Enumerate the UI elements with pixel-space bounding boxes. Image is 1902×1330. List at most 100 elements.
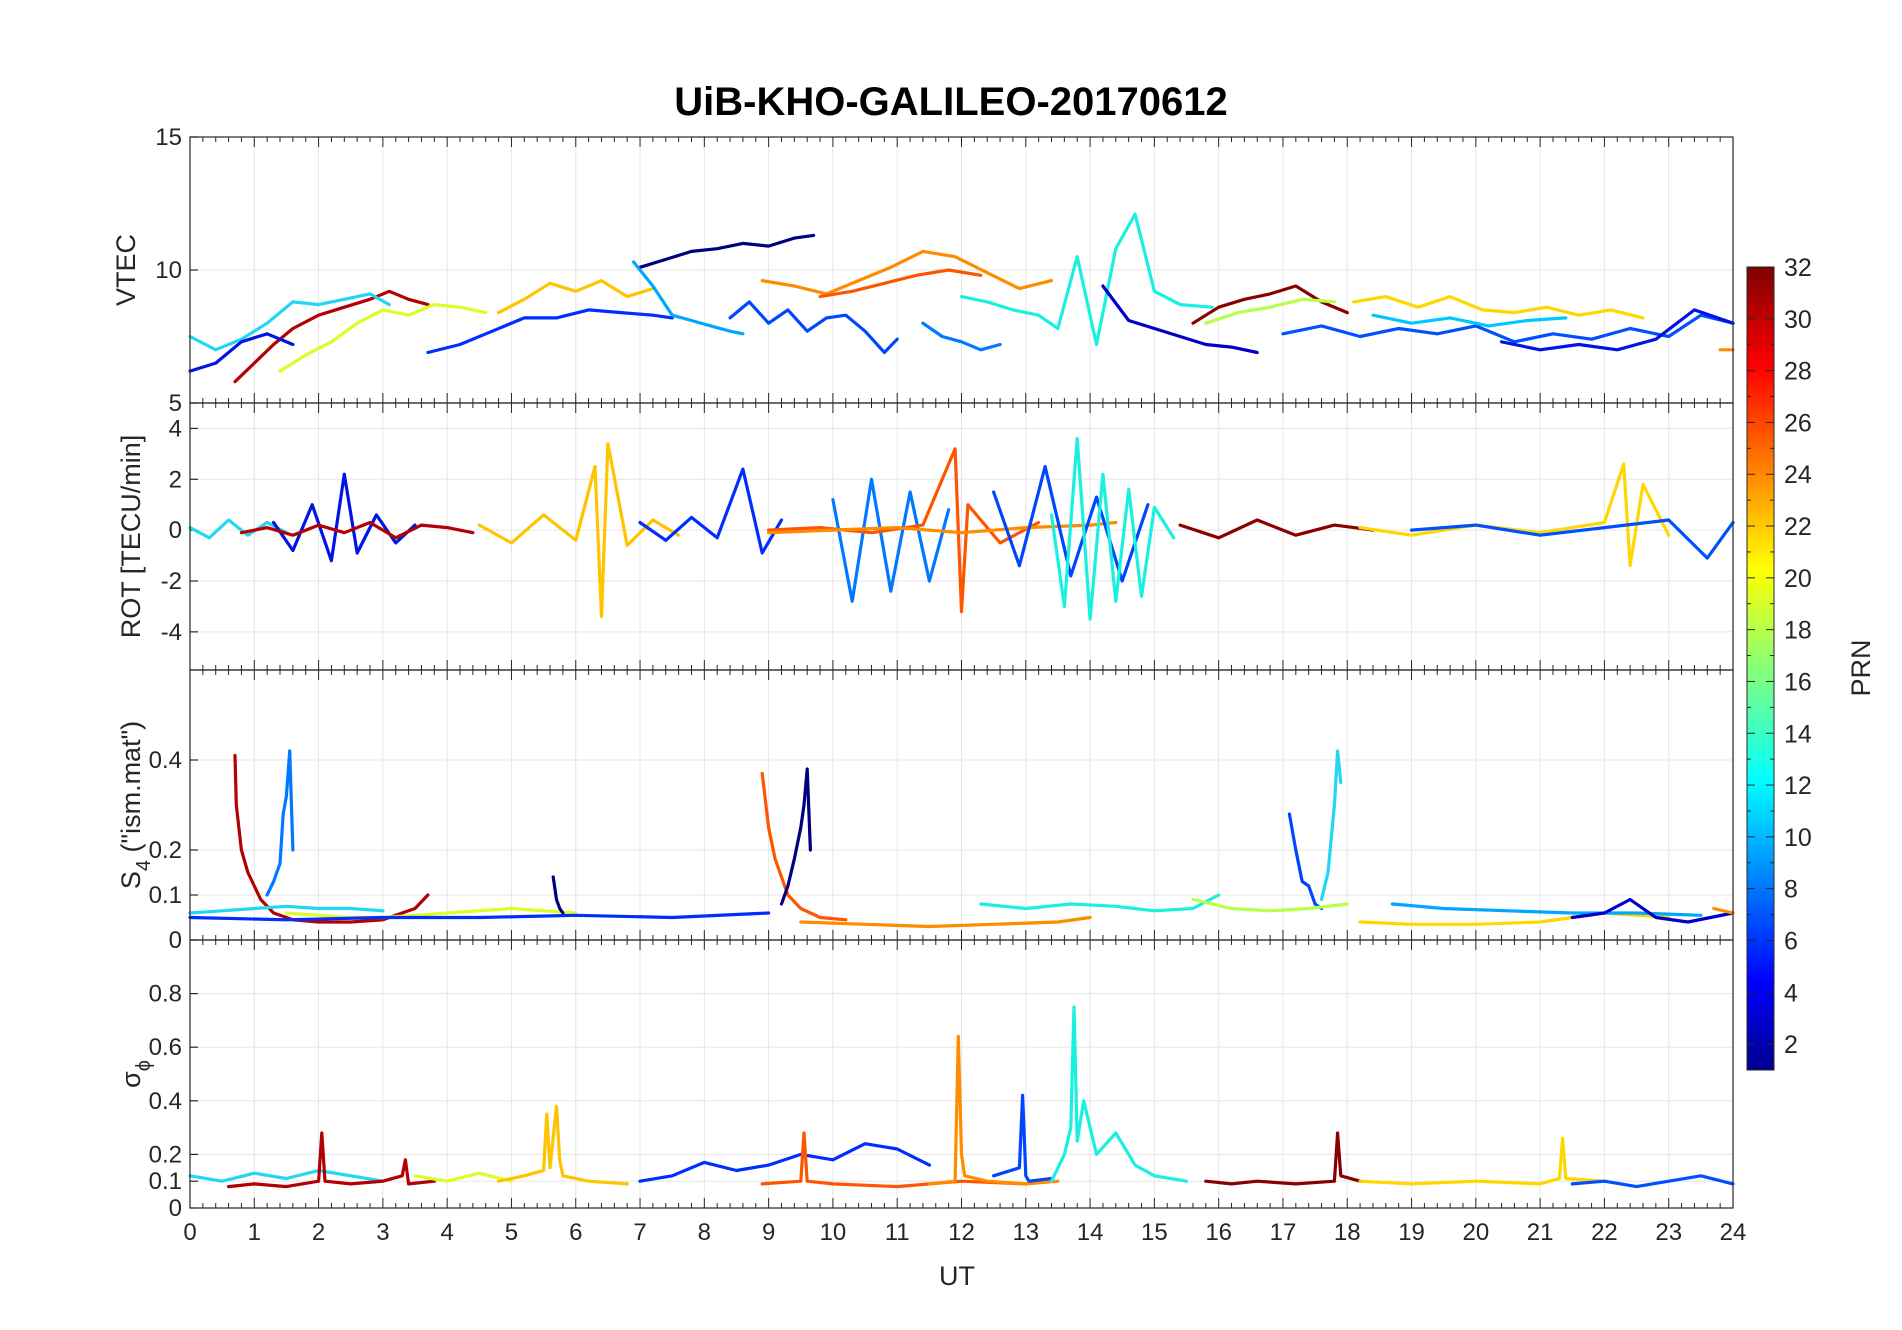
y-axis-label: VTEC [111,234,141,306]
series-prn-3 [188,332,295,373]
colorbar-tick-label: 28 [1784,358,1812,386]
series-prn-8 [921,321,1002,352]
series-prn-2 [1570,897,1735,924]
series-prn-12 [188,518,288,540]
x-tick-label: 19 [1398,1219,1425,1246]
y-axis-label-subscript: ϕ [133,1060,155,1071]
colorbar-tick-label: 6 [1784,927,1798,955]
series-prn-1 [638,233,816,269]
y-tick-label: 0.2 [149,1141,182,1168]
y-axis-label-main: σ [116,1071,146,1088]
x-tick-label: 5 [505,1219,518,1246]
series-prn-20 [1358,911,1671,926]
series-prn-8 [265,749,295,897]
panel-sigma: 00.10.2 0.4 0.6 0.8 σϕ [116,939,1735,1222]
x-tick-label: 21 [1527,1219,1554,1246]
colorbar-tick-label: 4 [1784,979,1798,1007]
x-tick-label: 15 [1141,1219,1168,1246]
series-prn-2 [1101,284,1259,355]
series-prn-6 [1281,313,1735,344]
series-prn-21 [497,1104,629,1186]
series-prn-8 [831,477,951,603]
x-tick-label: 2 [312,1219,325,1246]
colorbar-tick-label: 8 [1784,876,1798,904]
series-prn-13 [1049,437,1176,621]
series-prn-19 [284,906,578,920]
colorbar-tick-label: 32 [1784,254,1812,282]
colorbar-tick-label: 14 [1784,720,1812,748]
y-tick-label: 2 [169,466,182,493]
series-prn-10 [631,260,745,336]
y-axis-label-main: S [116,871,146,889]
y-tick-label: 0 [169,927,182,954]
series-prn-13 [959,212,1214,347]
x-tick-label: 17 [1270,1219,1297,1246]
y-tick-label: -2 [161,568,182,595]
chart-title: UiB-KHO-GALILEO-20170612 [674,80,1227,124]
series-prn-23 [766,520,1118,535]
series-prn-25 [760,1131,1028,1189]
colorbar-label: PRN [1846,639,1876,696]
colorbar-tick-label: 2 [1784,1031,1798,1059]
x-tick-label: 22 [1591,1219,1618,1246]
x-tick-label: 23 [1655,1219,1682,1246]
y-tick-label: 0.4 [149,747,182,774]
x-tick-label: 14 [1077,1219,1104,1246]
x-tick-label: 0 [183,1219,196,1246]
y-axis-label-main: ROT [TECU/min] [116,435,146,639]
colorbar-tick-label: 18 [1784,617,1812,645]
series-prn-13 [1049,1005,1189,1183]
series-prn-12 [188,1168,385,1183]
y-tick-label: 0.6 [149,1034,182,1061]
series-prn-1 [779,767,813,906]
series-prn-4 [638,1142,932,1183]
series-prn-23 [927,1034,1060,1186]
y-tick-label: 4 [169,415,182,442]
y-tick-label: 0.1 [149,882,182,909]
series-prn-13 [979,893,1221,913]
series-prn-12 [188,292,391,352]
y-tick-label: 0 [169,1195,182,1222]
x-tick-label: 9 [762,1219,775,1246]
series-prn-23 [799,915,1092,929]
y-axis-label-subscript: 4 [133,860,155,871]
series-prn-5 [728,300,899,355]
y-axis-label-suffix: ("ism.mat") [116,721,146,860]
y-tick-label: 0 [169,517,182,544]
series-prn-20 [1352,295,1645,320]
series-prn-3 [1499,308,1735,352]
series-prn-20 [1358,1136,1607,1186]
series-prn-12 [188,904,385,915]
x-tick-label: 18 [1334,1219,1361,1246]
y-axis-label: σϕ [116,1060,155,1088]
x-tick-label: 1 [248,1219,261,1246]
series-prn-31 [1191,284,1349,325]
series-prn-1 [551,875,565,915]
y-tick-label: 0.1 [149,1168,182,1195]
series-prn-30 [239,520,475,540]
y-axis-label: ROT [TECU/min] [116,435,146,639]
series-prn-21 [477,442,681,619]
series-prn-6 [1409,518,1735,560]
y-tick-label: 0.2 [149,837,182,864]
series-prn-18 [1191,897,1349,913]
colorbar-tick-label: 26 [1784,409,1812,437]
x-tick-label: 16 [1205,1219,1232,1246]
y-tick-label: 5 [169,390,182,417]
y-tick-label: 15 [155,124,182,151]
colorbar-tick-label: 10 [1784,824,1812,852]
x-tick-label: 7 [633,1219,646,1246]
series-prn-4 [426,308,674,355]
x-tick-label: 24 [1720,1219,1747,1246]
series-prn-4 [188,911,771,922]
series-prn-30 [233,289,430,384]
x-axis-label: UT [939,1261,975,1291]
series-prn-21 [497,279,655,315]
series-prn-30 [233,753,430,924]
colorbar-tick-label: 20 [1784,565,1812,593]
x-tick-label: 20 [1462,1219,1489,1246]
panel-vtec: 5 10 15 VTEC [111,124,1735,417]
series-prn-12 [1319,749,1343,902]
